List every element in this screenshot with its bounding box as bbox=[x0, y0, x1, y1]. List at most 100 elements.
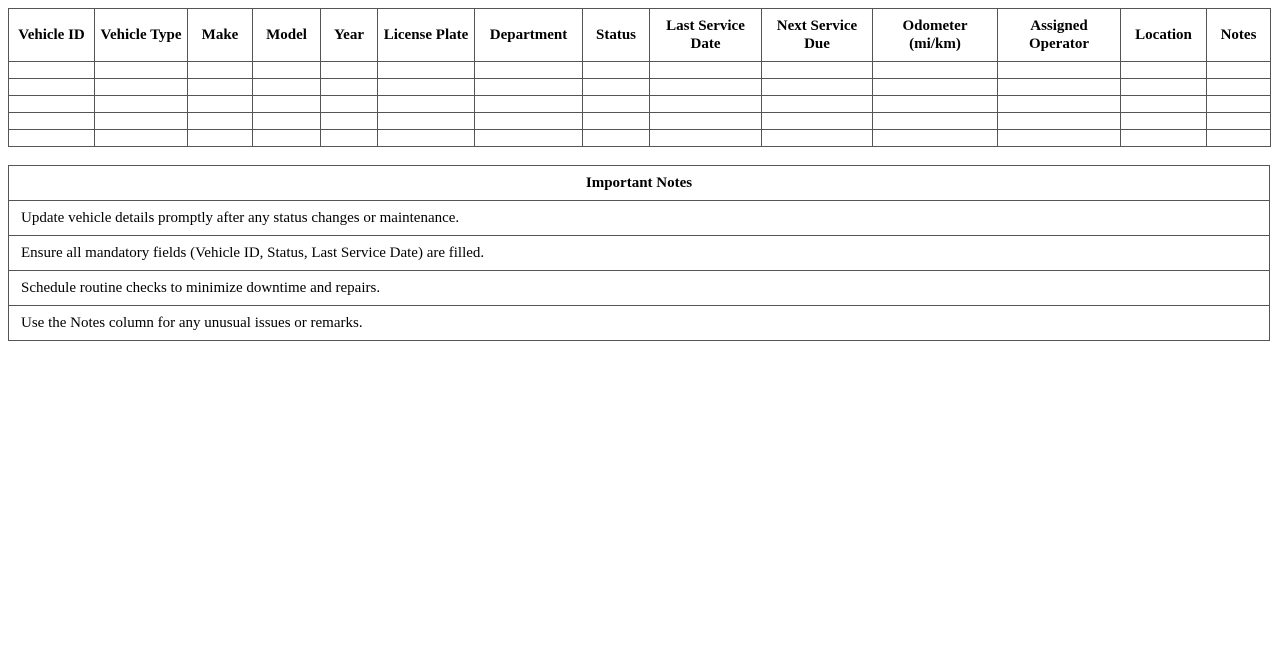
table-cell[interactable] bbox=[320, 95, 378, 113]
table-cell[interactable] bbox=[649, 129, 762, 147]
note-row: Ensure all mandatory fields (Vehicle ID,… bbox=[8, 235, 1270, 271]
table-cell[interactable] bbox=[252, 95, 321, 113]
table-cell[interactable] bbox=[320, 129, 378, 147]
table-cell[interactable] bbox=[761, 95, 873, 113]
note-item: Update vehicle details promptly after an… bbox=[8, 200, 1270, 236]
table-cell[interactable] bbox=[761, 61, 873, 79]
table-cell[interactable] bbox=[474, 61, 583, 79]
table-cell[interactable] bbox=[872, 95, 998, 113]
table-cell[interactable] bbox=[582, 95, 650, 113]
table-cell[interactable] bbox=[474, 95, 583, 113]
table-cell[interactable] bbox=[474, 78, 583, 96]
column-header: Model bbox=[252, 8, 321, 62]
table-cell[interactable] bbox=[1206, 112, 1271, 130]
table-cell[interactable] bbox=[94, 112, 188, 130]
column-header: Next Service Due bbox=[761, 8, 873, 62]
table-cell[interactable] bbox=[8, 78, 95, 96]
table-cell[interactable] bbox=[761, 112, 873, 130]
table-cell[interactable] bbox=[252, 78, 321, 96]
vehicle-table: Vehicle ID Vehicle Type Make Model Year Licen… bbox=[8, 8, 1271, 147]
note-item: Use the Notes column for any unusual iss… bbox=[8, 305, 1270, 341]
table-cell[interactable] bbox=[94, 78, 188, 96]
column-header: Location bbox=[1120, 8, 1207, 62]
table-cell[interactable] bbox=[649, 112, 762, 130]
table-cell[interactable] bbox=[997, 61, 1121, 79]
table-cell[interactable] bbox=[872, 112, 998, 130]
table-cell[interactable] bbox=[8, 95, 95, 113]
table-cell[interactable] bbox=[582, 112, 650, 130]
table-cell[interactable] bbox=[1120, 61, 1207, 79]
table-cell[interactable] bbox=[582, 78, 650, 96]
note-item: Ensure all mandatory fields (Vehicle ID,… bbox=[8, 235, 1270, 271]
table-row bbox=[8, 61, 1271, 79]
table-cell[interactable] bbox=[761, 129, 873, 147]
table-cell[interactable] bbox=[94, 129, 188, 147]
column-header: Last Service Date bbox=[649, 8, 762, 62]
table-cell[interactable] bbox=[997, 129, 1121, 147]
table-cell[interactable] bbox=[997, 78, 1121, 96]
table-cell[interactable] bbox=[320, 61, 378, 79]
table-cell[interactable] bbox=[94, 95, 188, 113]
column-header: License Plate bbox=[377, 8, 475, 62]
column-header: Year bbox=[320, 8, 378, 62]
table-cell[interactable] bbox=[252, 112, 321, 130]
table-cell[interactable] bbox=[649, 61, 762, 79]
table-cell[interactable] bbox=[1120, 129, 1207, 147]
table-cell[interactable] bbox=[94, 61, 188, 79]
note-row: Use the Notes column for any unusual iss… bbox=[8, 305, 1270, 341]
table-cell[interactable] bbox=[252, 61, 321, 79]
table-cell[interactable] bbox=[1206, 61, 1271, 79]
table-cell[interactable] bbox=[187, 95, 253, 113]
table-row bbox=[8, 78, 1271, 96]
table-row bbox=[8, 129, 1271, 147]
note-row: Update vehicle details promptly after an… bbox=[8, 200, 1270, 236]
table-header-row: Vehicle ID Vehicle Type Make Model Year Licen… bbox=[8, 8, 1271, 62]
table-cell[interactable] bbox=[8, 112, 95, 130]
table-cell[interactable] bbox=[1206, 95, 1271, 113]
table-cell[interactable] bbox=[1120, 78, 1207, 96]
notes-table: Important Notes Update vehicle details p… bbox=[8, 165, 1270, 341]
table-cell[interactable] bbox=[187, 78, 253, 96]
notes-title: Important Notes bbox=[8, 165, 1270, 201]
table-cell[interactable] bbox=[1206, 78, 1271, 96]
column-header: Make bbox=[187, 8, 253, 62]
column-header: Odometer (mi/km) bbox=[872, 8, 998, 62]
table-cell[interactable] bbox=[1120, 112, 1207, 130]
table-cell[interactable] bbox=[187, 61, 253, 79]
table-cell[interactable] bbox=[474, 112, 583, 130]
column-header: Vehicle ID bbox=[8, 8, 95, 62]
column-header: Department bbox=[474, 8, 583, 62]
table-cell[interactable] bbox=[252, 129, 321, 147]
column-header: Assigned Operator bbox=[997, 8, 1121, 62]
note-item: Schedule routine checks to minimize down… bbox=[8, 270, 1270, 306]
table-cell[interactable] bbox=[649, 95, 762, 113]
column-header: Vehicle Type bbox=[94, 8, 188, 62]
table-cell[interactable] bbox=[649, 78, 762, 96]
table-cell[interactable] bbox=[8, 129, 95, 147]
table-cell[interactable] bbox=[187, 129, 253, 147]
table-cell[interactable] bbox=[997, 95, 1121, 113]
table-cell[interactable] bbox=[997, 112, 1121, 130]
table-row bbox=[8, 95, 1271, 113]
notes-header-row: Important Notes bbox=[8, 165, 1270, 201]
table-cell[interactable] bbox=[377, 95, 475, 113]
table-row bbox=[8, 112, 1271, 130]
column-header: Status bbox=[582, 8, 650, 62]
table-cell[interactable] bbox=[377, 129, 475, 147]
table-cell[interactable] bbox=[320, 112, 378, 130]
table-cell[interactable] bbox=[377, 61, 475, 79]
table-cell[interactable] bbox=[1120, 95, 1207, 113]
table-cell[interactable] bbox=[377, 78, 475, 96]
table-cell[interactable] bbox=[872, 129, 998, 147]
table-cell[interactable] bbox=[761, 78, 873, 96]
table-cell[interactable] bbox=[872, 61, 998, 79]
table-cell[interactable] bbox=[582, 61, 650, 79]
table-cell[interactable] bbox=[320, 78, 378, 96]
table-cell[interactable] bbox=[377, 112, 475, 130]
table-cell[interactable] bbox=[8, 61, 95, 79]
table-cell[interactable] bbox=[872, 78, 998, 96]
table-cell[interactable] bbox=[582, 129, 650, 147]
table-cell[interactable] bbox=[187, 112, 253, 130]
table-cell[interactable] bbox=[474, 129, 583, 147]
table-cell[interactable] bbox=[1206, 129, 1271, 147]
